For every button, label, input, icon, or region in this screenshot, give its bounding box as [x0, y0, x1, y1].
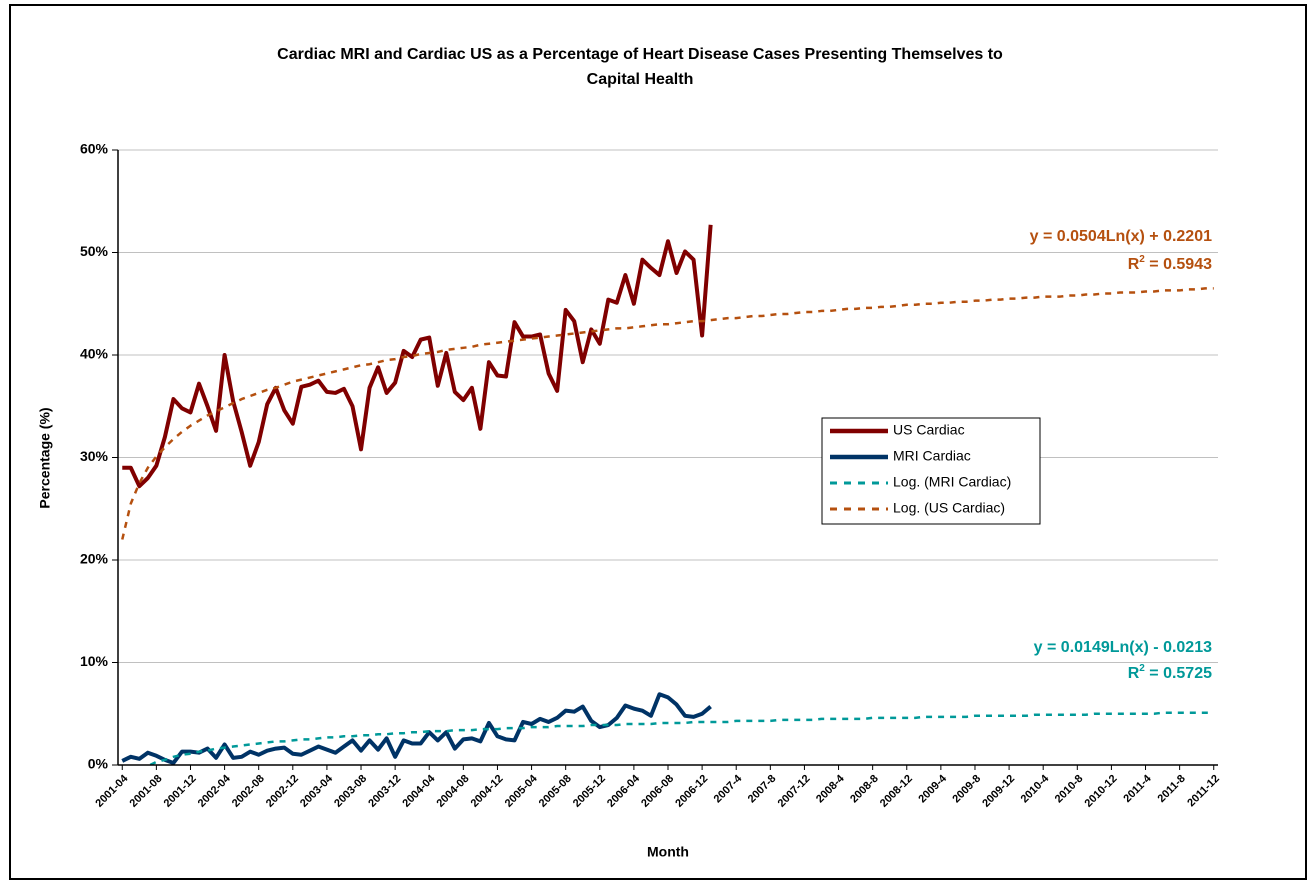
chart-title: Capital Health [587, 71, 694, 88]
chart-title: Cardiac MRI and Cardiac US as a Percenta… [277, 46, 1003, 63]
r-squared-part: R [1128, 665, 1140, 682]
x-axis-label: Month [647, 844, 689, 860]
y-tick-label: 0% [88, 756, 109, 772]
r-squared-part: = 0.5943 [1145, 256, 1212, 273]
y-axis-label: Percentage (%) [37, 407, 53, 508]
series-line [121, 692, 712, 765]
legend-label: Log. (MRI Cardiac) [893, 474, 1011, 490]
trend-equation: y = 0.0504Ln(x) + 0.2201 [1030, 228, 1212, 245]
trend-equation: y = 0.0149Ln(x) - 0.0213 [1034, 639, 1212, 656]
plot-area [121, 224, 1214, 765]
y-tick-label: 50% [80, 243, 109, 259]
r-squared-part: 2 [1139, 663, 1145, 674]
trend-r-squared: R2 = 0.5725 [1128, 663, 1212, 682]
y-tick-label: 60% [80, 141, 109, 157]
r-squared-part: R [1128, 256, 1140, 273]
legend: US Cardiac MRI Cardiac Log. (MRI Cardiac) L… [830, 422, 1011, 516]
legend-label: US Cardiac [893, 422, 965, 438]
y-tick-label: 10% [80, 653, 109, 669]
series-line [122, 224, 713, 489]
y-tick-label: 20% [80, 551, 109, 567]
legend-box [821, 417, 1041, 525]
r-squared-part: 2 [1139, 254, 1145, 265]
y-tick-label: 30% [80, 448, 109, 464]
y-tick-label: 40% [80, 346, 109, 362]
legend-label: MRI Cardiac [893, 448, 971, 464]
r-squared-part: = 0.5725 [1145, 665, 1212, 682]
series-line [147, 711, 1214, 765]
legend-label: Log. (US Cardiac) [893, 500, 1005, 516]
trend-r-squared: R2 = 0.5943 [1128, 254, 1212, 273]
chart-frame [9, 4, 1307, 880]
series-line [121, 287, 1214, 540]
